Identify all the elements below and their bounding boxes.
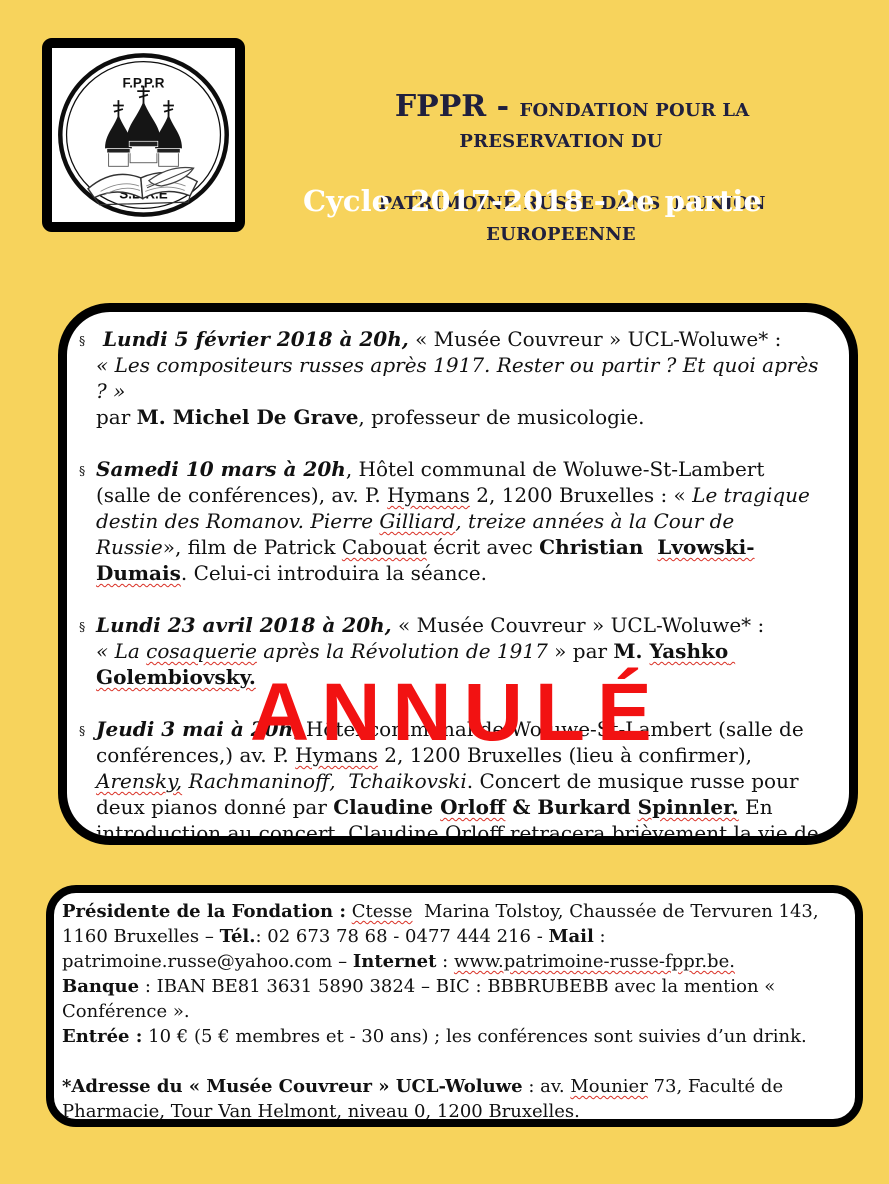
text-run: : patrimoine.russe@yahoo.com – — [62, 926, 612, 972]
text-run: Rachmaninoff, Tchaikovski — [188, 769, 467, 793]
text-run: retracera brièvement la vie de ses grand… — [509, 821, 819, 845]
text-run: Banque — [62, 976, 140, 997]
events-box: § Lundi 5 février 2018 à 20h, « Musée Co… — [58, 303, 858, 845]
text-run: . Celui-ci introduira la séance. — [180, 561, 487, 585]
text-run: Mail — [548, 926, 594, 947]
text-run: Jeudi 3 mai à 20h — [96, 717, 294, 741]
text-run: , treize années à la Cour de Russie — [96, 509, 741, 559]
event-item: § Samedi 10 mars à 20h, Hôtel communal de… — [79, 456, 819, 586]
text-run: Ctesse — [351, 901, 413, 922]
text-run: , Hôtel communal de Woluwe-St-Lambert (s… — [96, 457, 771, 507]
logo-inner-ring — [65, 61, 222, 209]
text-run: Marina Tolstoy, Chaussée de Tervuren 143… — [62, 901, 825, 947]
text-run: Hymans — [387, 483, 470, 507]
text-run: Entrée : — [62, 1026, 143, 1047]
contact-paragraph: Présidente de la Fondation : Ctesse Mari… — [62, 899, 841, 974]
section-marker: § — [79, 463, 86, 478]
text-run: » par — [547, 639, 614, 663]
text-run: , Hôtel communal de Woluwe-St-Lambert (s… — [96, 717, 811, 767]
events-list: § Lundi 5 février 2018 à 20h, « Musée Co… — [79, 326, 819, 845]
text-run: Hymans — [295, 743, 378, 767]
org-acronym: FPPR - — [394, 89, 520, 124]
text-run: Mounier — [570, 1076, 648, 1097]
contact-paragraph: Banque : IBAN BE81 3631 5890 3824 – BIC … — [62, 974, 841, 1024]
quill-icon — [146, 166, 195, 189]
text-run: : av. — [522, 1076, 571, 1097]
text-run: *Adresse du « Musée Couvreur » UCL-Woluw… — [62, 1076, 523, 1097]
text-run: 2, 1200 Bruxelles (lieu à confirmer), — [377, 743, 759, 767]
contact-box: Présidente de la Fondation : Ctesse Mari… — [46, 885, 863, 1127]
text-run: « Musée Couvreur » UCL-Woluwe* : — [391, 613, 765, 637]
section-marker: § — [79, 619, 86, 634]
logo: F.P.P.R S.B.R.E — [42, 38, 245, 232]
text-run: « La — [96, 639, 147, 663]
text-run: Yashko Golembiovsky. — [96, 639, 736, 689]
text-run: 73, Faculté de Pharmacie, Tour Van Helmo… — [62, 1076, 789, 1122]
logo-ring — [58, 53, 229, 217]
text-run: & Burkard — [505, 795, 638, 819]
text-run: 2, 1200 Bruxelles : « — [469, 483, 693, 507]
text-run: Gilliard — [379, 509, 456, 533]
text-run: , professeur de musicologie. — [358, 405, 645, 429]
text-run: écrit avec — [426, 535, 540, 559]
text-run: Orloff — [440, 795, 506, 819]
text-run: En introduction au concert, Claudine — [96, 795, 779, 845]
text-run: après la Révolution de 1917 — [256, 639, 548, 663]
text-run: : 02 673 78 68 - 0477 444 216 - — [255, 926, 549, 947]
text-run: Internet — [352, 951, 437, 972]
logo-top-text: F.P.P.R — [123, 76, 165, 91]
event-item: § Jeudi 3 mai à 20h, Hôtel communal de Wo… — [79, 716, 819, 845]
org-title-line1: FONDATION POUR LA PRESERVATION DU — [459, 100, 756, 152]
cycle-title: Cycle 2017-2018 - 2e partie — [303, 184, 762, 218]
text-run: Cabouat — [341, 535, 427, 559]
org-title-line2: PATRIMOINE RUSSE DANS L'UNION EUROPEENNE — [378, 193, 773, 245]
contact-paragraph: *Adresse du « Musée Couvreur » UCL-Woluw… — [62, 1074, 841, 1122]
text-run: M. Michel De Grave — [136, 405, 359, 429]
event-item: § Lundi 23 avril 2018 à 20h, « Musée Couv… — [79, 612, 819, 690]
org-title: FPPR - FONDATION POUR LA PRESERVATION DU… — [295, 60, 827, 281]
text-run: « Musée Couvreur » UCL-Woluwe* : — [408, 327, 782, 351]
text-run: par — [96, 405, 137, 429]
text-run: cosaquerie — [146, 639, 257, 663]
text-run: Arensky, — [96, 769, 183, 793]
cancelled-stamp: ANNULÉ — [250, 667, 664, 758]
text-run: Tél. — [219, 926, 256, 947]
text-run: 10 € (5 € membres et - 30 ans) ; les con… — [142, 1026, 807, 1047]
text-run: Lvowski-Dumais — [96, 535, 755, 585]
text-run: Samedi 10 mars à 20h — [96, 457, 346, 481]
text-run: Orloff — [444, 821, 504, 845]
text-run: « Les compositeurs russes après 1917. Re… — [96, 353, 825, 403]
text-run: Le tragique destin des Romanov. Pierre — [96, 483, 817, 533]
text-run: www.patrimoine-russe-fppr.be. — [453, 951, 735, 972]
text-run: Christian — [539, 535, 658, 559]
text-run: . Concert de musique russe pour deux pia… — [96, 769, 805, 819]
church-domes-icon — [105, 85, 182, 167]
text-run: : — [436, 951, 454, 972]
event-item: § Lundi 5 février 2018 à 20h, « Musée Co… — [79, 326, 819, 430]
text-run: », film de Patrick — [162, 535, 342, 559]
fppr-logo-icon: F.P.P.R S.B.R.E — [58, 53, 229, 217]
text-run: Lundi 5 février 2018 à 20h, — [96, 327, 409, 351]
text-run: Claudine — [333, 795, 441, 819]
text-run: : IBAN BE81 3631 5890 3824 – BIC : BBBRU… — [62, 976, 782, 1022]
section-marker: § — [79, 723, 86, 738]
text-run: Spinnler. — [637, 795, 739, 819]
contact-paragraph: Entrée : 10 € (5 € membres et - 30 ans) … — [62, 1024, 841, 1049]
text-run: M. — [613, 639, 650, 663]
text-run: Lundi 23 avril 2018 à 20h, — [96, 613, 392, 637]
text-run: Présidente de la Fondation : — [62, 901, 346, 922]
section-marker: § — [79, 333, 86, 348]
contact-paragraphs: Présidente de la Fondation : Ctesse Mari… — [62, 899, 841, 1122]
